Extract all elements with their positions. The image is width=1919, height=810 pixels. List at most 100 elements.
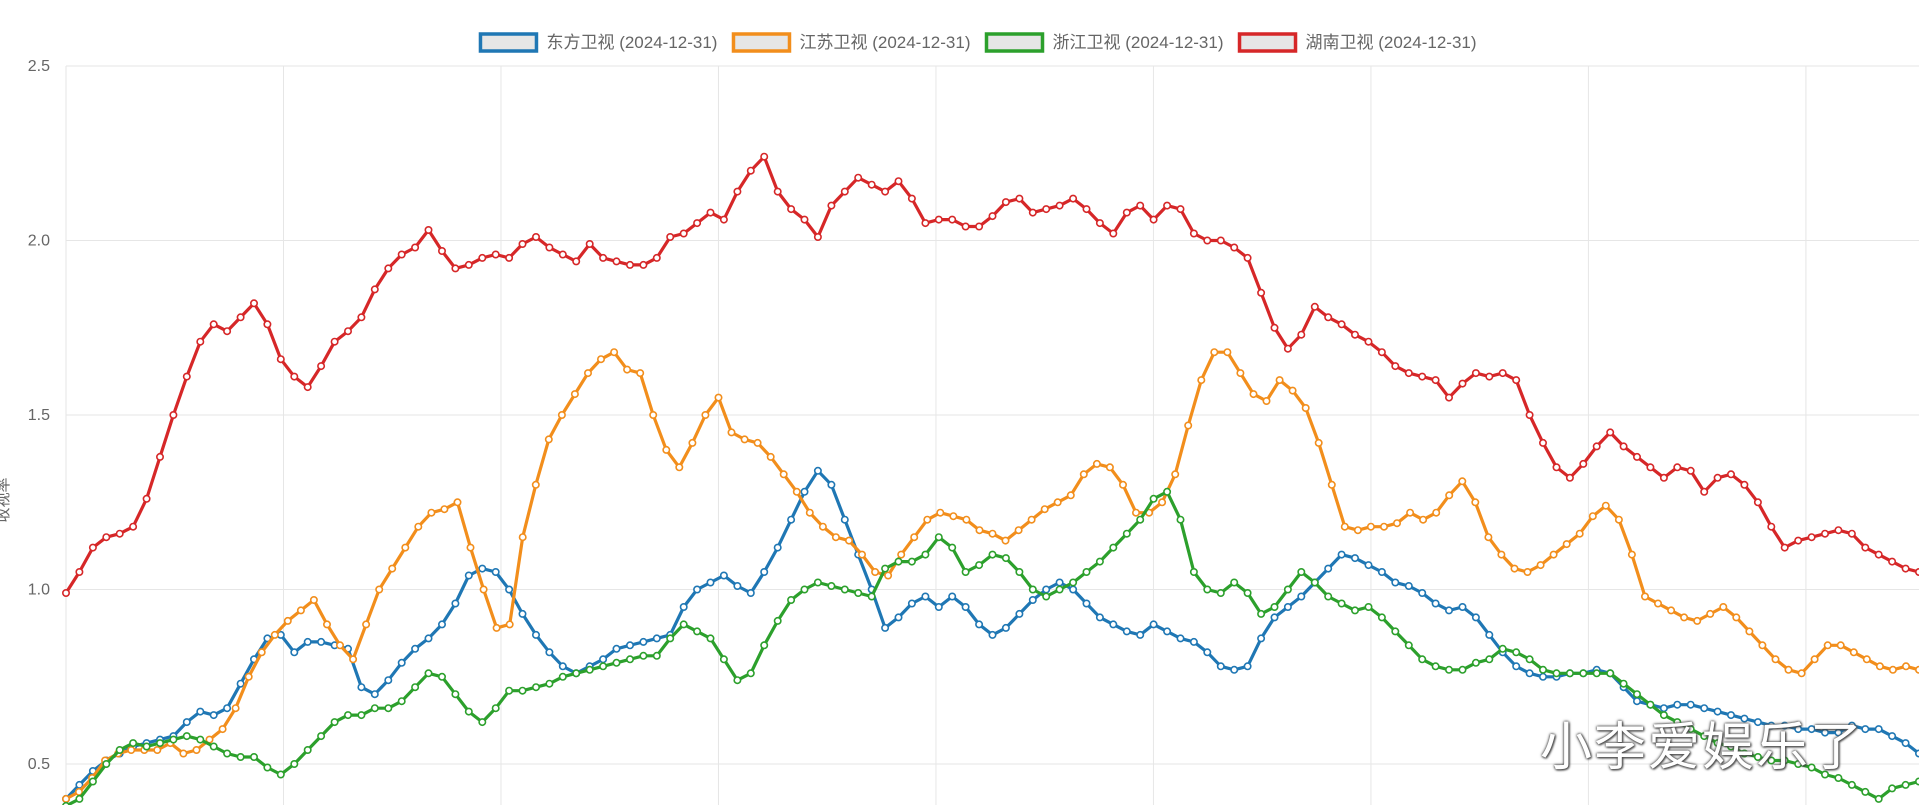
data-point [401, 543, 410, 552]
data-point [1497, 550, 1506, 559]
data-point [1512, 662, 1521, 671]
data-point [1119, 480, 1128, 489]
legend-item[interactable]: 浙江卫视 (2024-12-31) [984, 32, 1224, 53]
data-point [1794, 759, 1803, 768]
data-point [1485, 630, 1494, 639]
data-point [1176, 634, 1185, 643]
data-point [1874, 725, 1883, 734]
data-point [1015, 567, 1024, 576]
data-point [1821, 728, 1830, 737]
data-point [518, 533, 527, 542]
series-group [61, 487, 1919, 810]
data-point [854, 588, 863, 597]
data-point [867, 592, 876, 601]
data-point [599, 655, 608, 664]
data-point [1431, 376, 1440, 385]
data-point [1189, 567, 1198, 576]
data-point [1377, 348, 1386, 357]
data-point [666, 634, 675, 643]
data-point [844, 536, 853, 545]
data-point [1471, 613, 1480, 622]
data-point [1565, 669, 1574, 678]
legend-item[interactable]: 湖南卫视 (2024-12-31) [1237, 32, 1477, 53]
data-point [317, 637, 326, 646]
data-point [397, 658, 406, 667]
data-point [854, 173, 863, 182]
data-point [1066, 491, 1075, 500]
data-point [1351, 330, 1360, 339]
y-axis: 0.5 1.0 1.5 2.0 2.5 [28, 58, 50, 773]
data-point [1404, 581, 1413, 590]
data-point [1458, 477, 1467, 486]
legend-item[interactable]: 东方卫视 (2024-12-31) [478, 32, 717, 53]
data-point [1257, 609, 1266, 618]
y-tick-label: 2.5 [28, 58, 50, 75]
data-point [236, 752, 245, 761]
data-point [263, 320, 272, 329]
data-point [545, 648, 554, 657]
data-point [746, 166, 755, 175]
data-point [1562, 540, 1571, 549]
data-point [706, 578, 715, 587]
data-point [270, 630, 279, 639]
data-point [115, 529, 124, 538]
legend[interactable]: 东方卫视 (2024-12-31) 江苏卫视 (2024-12-31) 浙江卫视 (… [478, 32, 1477, 53]
data-point [1203, 648, 1212, 657]
data-point [1236, 369, 1245, 378]
data-point [518, 686, 527, 695]
data-point [1189, 229, 1198, 238]
data-point [182, 718, 191, 727]
data-point [706, 208, 715, 217]
data-point [1377, 567, 1386, 576]
data-point [1445, 606, 1454, 615]
data-point [1719, 602, 1728, 611]
data-point [1654, 599, 1663, 608]
data-point [1082, 567, 1091, 576]
data-point [1310, 302, 1319, 311]
data-point [1673, 718, 1682, 727]
data-point [1525, 655, 1534, 664]
data-point [1366, 522, 1375, 531]
data-point [1445, 491, 1454, 500]
data-point [1445, 393, 1454, 402]
data-point [196, 707, 205, 716]
data-point [1767, 522, 1776, 531]
data-point [1243, 662, 1252, 671]
data-point [1592, 442, 1601, 451]
data-point [1619, 679, 1628, 688]
data-point [1727, 470, 1736, 479]
data-point [1753, 752, 1762, 761]
data-point [1700, 732, 1709, 741]
data-point [1418, 655, 1427, 664]
data-point [975, 561, 984, 570]
data-point [831, 533, 840, 542]
data-point [1758, 641, 1767, 650]
data-point [800, 215, 809, 224]
data-point [1310, 578, 1319, 587]
data-point [639, 260, 648, 269]
data-point [1122, 627, 1131, 636]
data-point [599, 662, 608, 671]
data-point [464, 571, 473, 580]
data-point [88, 543, 97, 552]
data-point [1001, 623, 1010, 632]
legend-item[interactable]: 江苏卫视 (2024-12-31) [731, 32, 971, 53]
data-point [961, 222, 970, 231]
data-point [1069, 194, 1078, 203]
data-point [1592, 669, 1601, 678]
data-point [719, 655, 728, 664]
data-point [1680, 613, 1689, 622]
data-point [1069, 578, 1078, 587]
series-group [61, 152, 1919, 597]
data-point [209, 711, 218, 720]
data-point [1203, 236, 1212, 245]
data-point [1028, 208, 1037, 217]
legend-label: 浙江卫视 (2024-12-31) [1053, 33, 1224, 52]
data-point [1404, 641, 1413, 650]
data-point [921, 550, 930, 559]
data-point [1432, 508, 1441, 517]
data-point [760, 152, 769, 161]
data-point [727, 428, 736, 437]
data-point [746, 588, 755, 597]
